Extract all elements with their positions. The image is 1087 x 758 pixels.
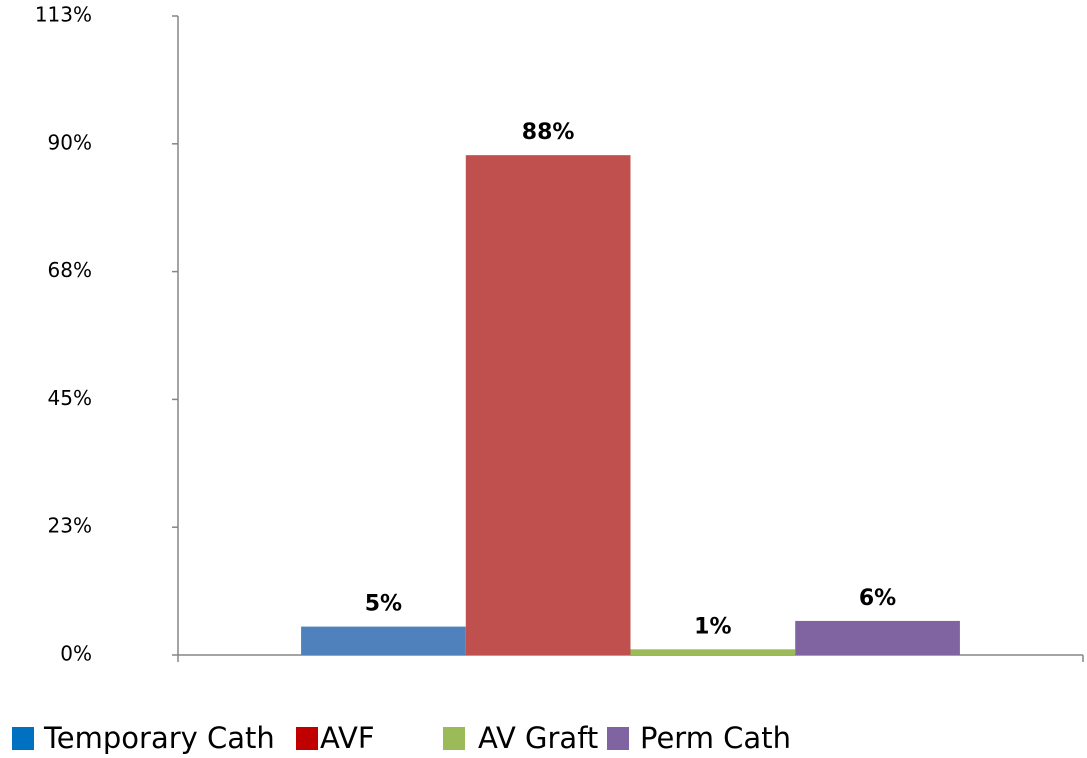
legend-swatch [607, 727, 629, 750]
legend-label: Perm Cath [640, 721, 791, 755]
value-label: 5% [365, 592, 402, 617]
legend-label: Temporary Cath [43, 721, 275, 755]
y-tick-label: 23% [48, 514, 92, 538]
value-label: 1% [694, 614, 731, 639]
legend-swatch [12, 727, 34, 750]
legend-swatch [296, 727, 318, 750]
y-tick-label: 45% [48, 386, 92, 410]
value-label: 6% [859, 586, 896, 611]
bar [630, 649, 796, 655]
y-tick-label: 113% [35, 3, 92, 27]
value-label: 88% [522, 120, 575, 145]
y-tick-label: 90% [48, 130, 92, 154]
bar [465, 155, 631, 655]
bar [301, 626, 466, 655]
y-tick-label: 0% [60, 642, 92, 666]
legend-label: AV Graft [478, 721, 598, 755]
legend-label: AVF [320, 721, 375, 755]
bar [795, 620, 960, 655]
legend-swatch [443, 727, 465, 750]
y-tick-label: 68% [48, 258, 92, 282]
